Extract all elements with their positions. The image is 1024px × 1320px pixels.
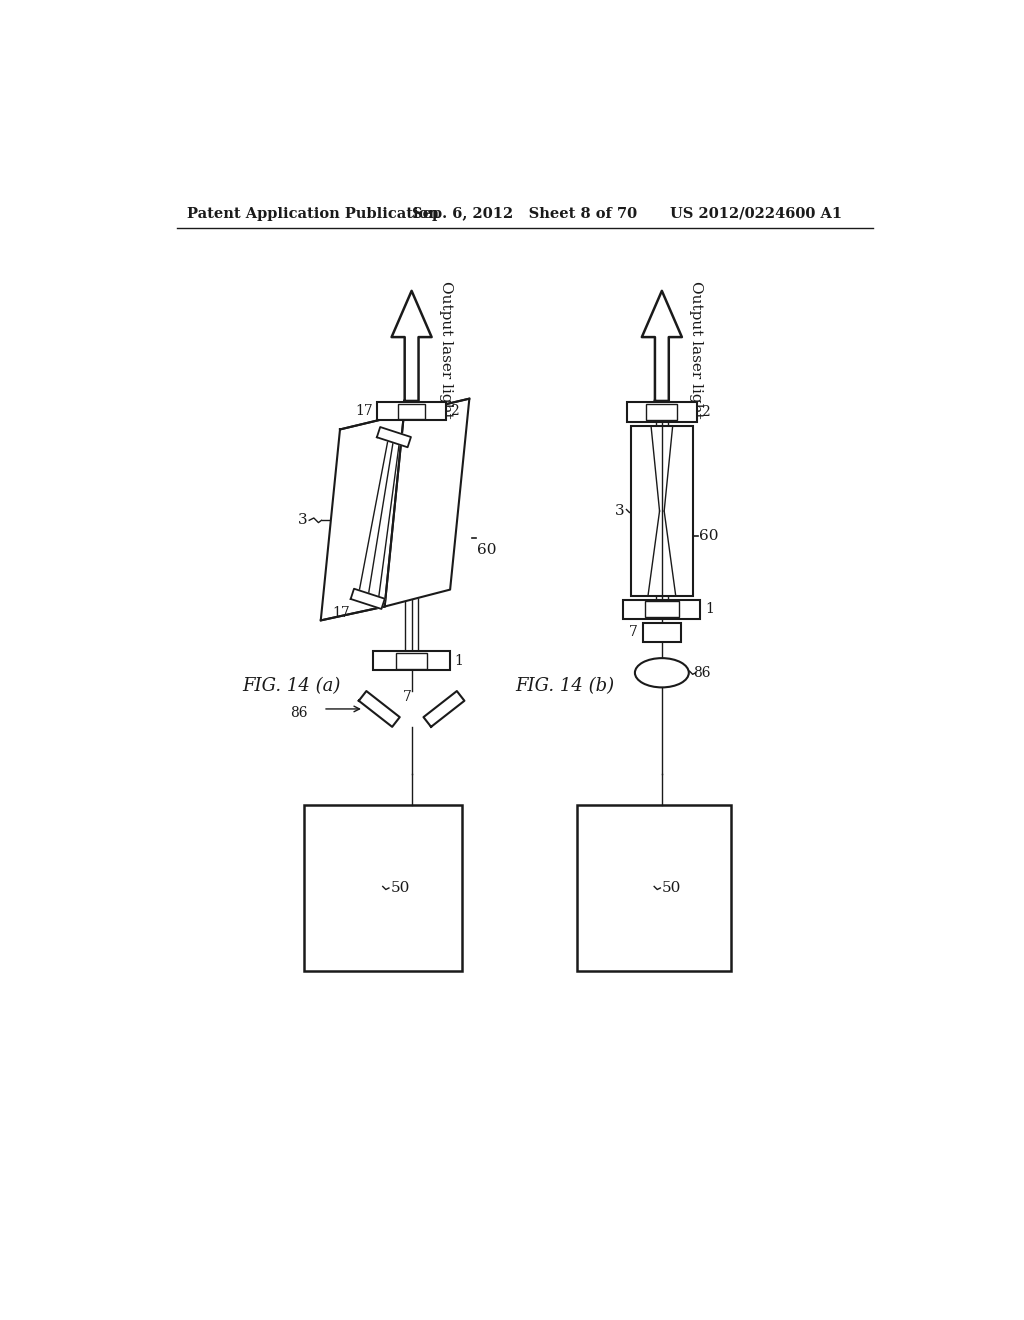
Text: FIG. 14 (a): FIG. 14 (a) (243, 677, 341, 694)
Bar (643, 623, 681, 642)
Bar (396, 653, 427, 669)
Bar (373, 651, 451, 671)
Text: 50: 50 (390, 880, 410, 895)
Text: 2: 2 (451, 404, 459, 418)
Text: 60: 60 (698, 529, 718, 544)
Bar (645, 601, 679, 618)
Polygon shape (350, 589, 385, 609)
Text: 7: 7 (629, 626, 638, 639)
Text: US 2012/0224600 A1: US 2012/0224600 A1 (670, 207, 842, 220)
Text: 3: 3 (615, 504, 625, 517)
Text: 60: 60 (477, 544, 497, 557)
Bar (631, 426, 692, 595)
Text: 1: 1 (455, 653, 464, 668)
Polygon shape (642, 290, 682, 401)
Bar (624, 599, 700, 619)
Polygon shape (424, 692, 465, 727)
Text: FIG. 14 (b): FIG. 14 (b) (515, 677, 614, 694)
Text: 50: 50 (662, 880, 681, 895)
Text: 17: 17 (332, 606, 350, 619)
Polygon shape (321, 414, 403, 620)
Polygon shape (391, 290, 432, 401)
Bar (628, 403, 696, 422)
Polygon shape (385, 399, 469, 607)
Bar (377, 403, 446, 420)
Text: 1: 1 (705, 602, 714, 616)
Polygon shape (358, 692, 399, 727)
Text: 2: 2 (701, 405, 710, 420)
Polygon shape (377, 426, 411, 447)
Bar (578, 805, 731, 970)
Text: 3: 3 (298, 513, 307, 527)
Bar (646, 404, 677, 420)
Text: 7: 7 (403, 690, 413, 705)
Text: 86: 86 (290, 706, 307, 719)
Ellipse shape (635, 659, 689, 688)
Text: Output laser light: Output laser light (689, 281, 702, 418)
Text: 17: 17 (355, 404, 373, 418)
Text: Output laser light: Output laser light (438, 281, 453, 418)
Text: Sep. 6, 2012   Sheet 8 of 70: Sep. 6, 2012 Sheet 8 of 70 (412, 207, 637, 220)
Bar (397, 404, 425, 418)
Text: 86: 86 (693, 665, 711, 680)
Bar (304, 805, 462, 970)
Text: Patent Application Publication: Patent Application Publication (186, 207, 438, 220)
